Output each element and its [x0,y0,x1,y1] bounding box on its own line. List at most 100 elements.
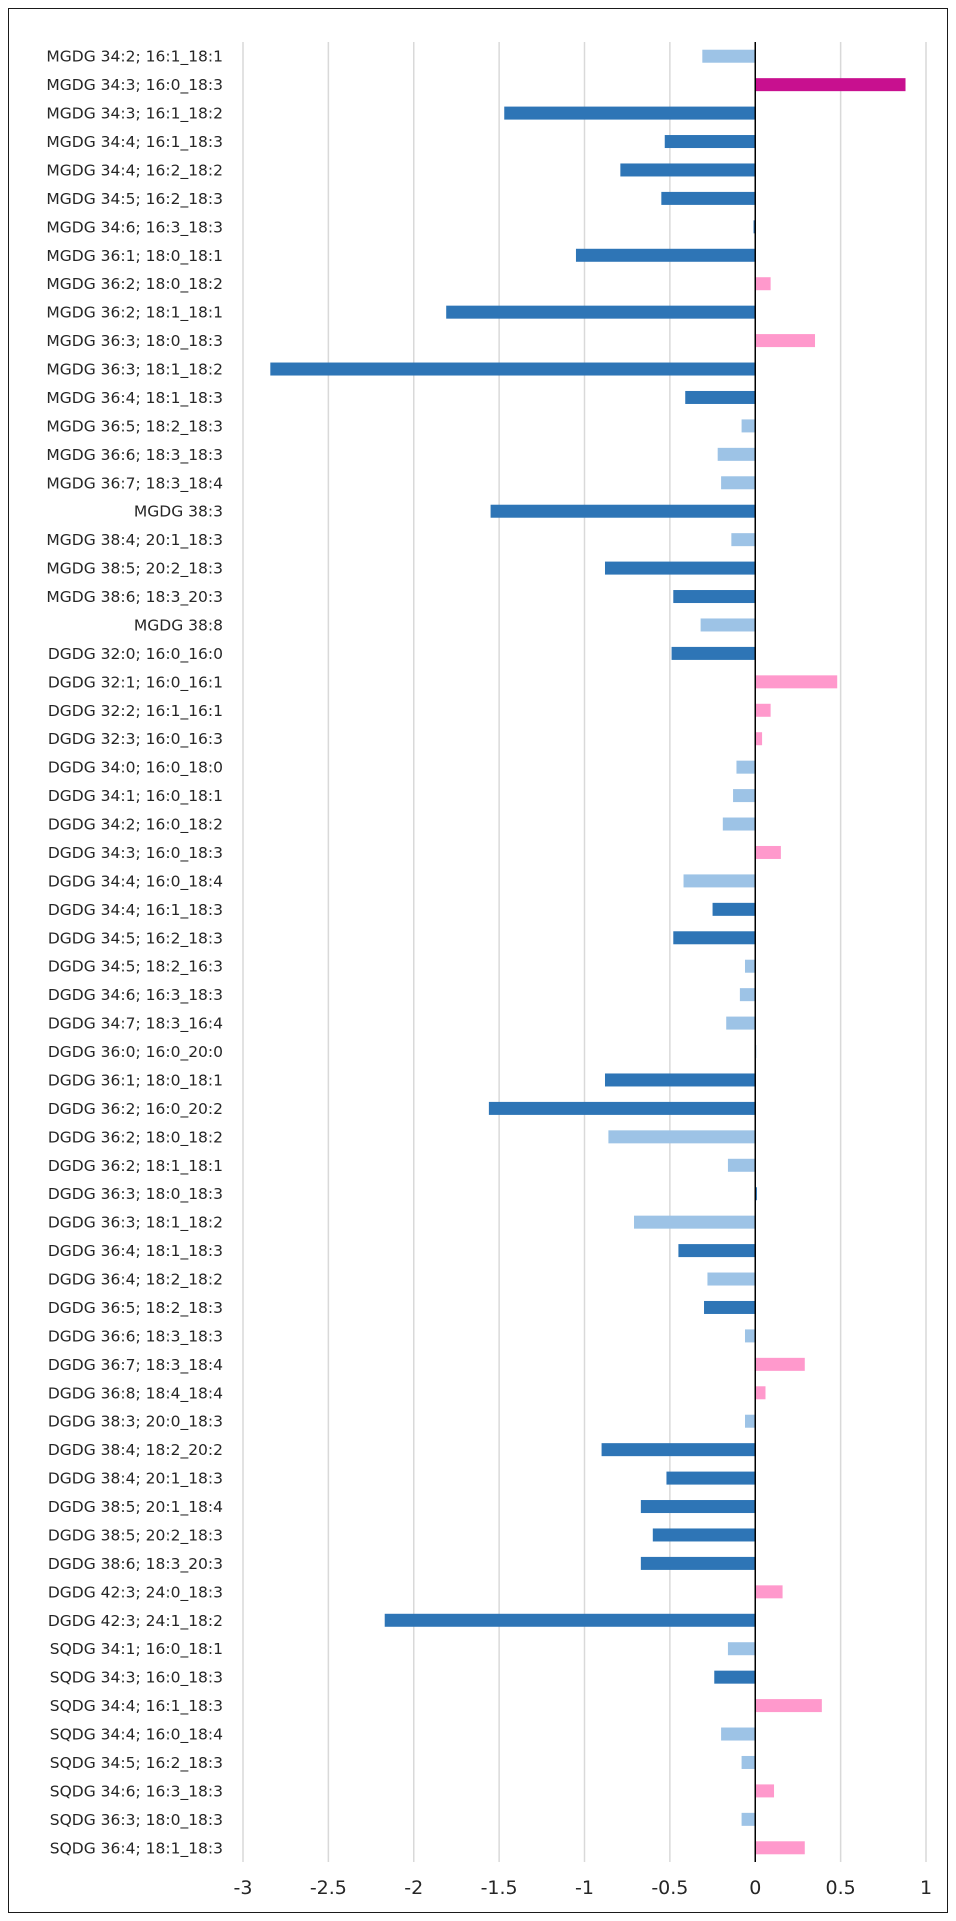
bar [755,703,771,717]
bar [652,1528,756,1542]
x-tick-label: 0.5 [826,1877,856,1899]
bar [722,817,756,831]
category-label: DGDG 38:4; 18:2_20:2 [48,1441,223,1460]
bar [640,1500,756,1514]
x-tick-label: -2.5 [310,1877,347,1899]
bar [755,334,816,348]
category-label: MGDG 38:3 [134,503,223,521]
bar [608,1130,756,1144]
category-label: MGDG 38:5; 20:2_18:3 [46,560,223,579]
category-label: MGDG 36:5; 18:2_18:3 [46,417,223,436]
category-label: DGDG 42:3; 24:0_18:3 [48,1583,223,1602]
category-label: MGDG 36:7; 18:3_18:4 [46,474,223,493]
bar [731,533,756,547]
bar [707,1272,756,1286]
category-label: MGDG 34:4; 16:2_18:2 [46,161,223,180]
category-label: DGDG 36:2; 18:1_18:1 [48,1157,223,1176]
category-label: DGDG 32:1; 16:0_16:1 [48,673,223,692]
bar [270,362,756,376]
category-label: DGDG 38:6; 18:3_20:3 [48,1555,223,1574]
category-label: DGDG 36:7; 18:3_18:4 [48,1356,223,1375]
bar [727,1642,756,1656]
x-tick-label: -1.5 [481,1877,518,1899]
category-label: SQDG 34:4; 16:1_18:3 [50,1697,223,1716]
bar [634,1215,756,1229]
category-label: MGDG 36:4; 18:1_18:3 [46,389,223,408]
category-label: DGDG 36:0; 16:0_20:0 [48,1043,223,1062]
category-label: MGDG 36:2; 18:1_18:1 [46,304,223,323]
bar [741,419,756,433]
bar [702,49,756,63]
category-label: DGDG 36:1; 18:0_18:1 [48,1071,223,1090]
category-label: DGDG 34:7; 18:3_16:4 [48,1015,223,1034]
category-label: DGDG 34:2; 16:0_18:2 [48,816,223,835]
bar [745,1414,756,1428]
x-tick-label: 1 [920,1877,932,1899]
category-label: DGDG 36:2; 16:0_20:2 [48,1100,223,1119]
bar [488,1101,756,1115]
bar [620,163,756,177]
category-label: SQDG 34:3; 16:0_18:3 [50,1669,223,1688]
category-label: MGDG 34:3; 16:0_18:3 [46,76,223,95]
bar [741,1755,756,1769]
bar [661,191,756,205]
bar [755,1187,757,1201]
bar [604,561,756,575]
x-tick-label: -2 [404,1877,423,1899]
bar [753,220,756,234]
bar [714,1670,756,1684]
category-label: DGDG 36:5; 18:2_18:3 [48,1299,223,1318]
bar [755,675,838,689]
category-labels: MGDG 34:2; 16:1_18:1 MGDG 34:3; 16:0_18:3… [46,48,223,1859]
category-label: MGDG 36:2; 18:0_18:2 [46,275,223,294]
bar [755,78,906,92]
category-label: DGDG 34:6; 16:3_18:3 [48,986,223,1005]
bar [755,1784,775,1798]
category-label: MGDG 34:6; 16:3_18:3 [46,218,223,237]
gridlines [242,42,927,1862]
bar [604,1073,756,1087]
category-label: DGDG 32:0; 16:0_16:0 [48,645,223,664]
bar [671,646,756,660]
bar [721,476,756,490]
bar [575,248,756,262]
category-label: MGDG 36:1; 18:0_18:1 [46,247,223,266]
category-label: MGDG 34:4; 16:1_18:3 [46,133,223,152]
category-label: DGDG 36:8; 18:4_18:4 [48,1384,223,1403]
category-label: DGDG 36:2; 18:0_18:2 [48,1128,223,1147]
category-label: MGDG 36:3; 18:0_18:3 [46,332,223,351]
bar [755,1699,822,1713]
category-label: DGDG 38:5; 20:1_18:4 [48,1498,223,1517]
bar [384,1613,756,1627]
category-label: DGDG 34:3; 16:0_18:3 [48,844,223,863]
bar [673,590,756,604]
bar [640,1556,756,1570]
category-label: DGDG 34:4; 16:0_18:4 [48,872,223,891]
bar [736,760,756,774]
category-label: DGDG 34:1; 16:0_18:1 [48,787,223,806]
bar [673,931,756,945]
category-label: SQDG 34:4; 16:0_18:4 [50,1726,223,1745]
category-label: DGDG 38:4; 20:1_18:3 [48,1470,223,1489]
x-tick-label: 0 [749,1877,761,1899]
category-label: MGDG 34:3; 16:1_18:2 [46,105,223,124]
bar [504,106,756,120]
category-label: DGDG 34:0; 16:0_18:0 [48,759,223,778]
bar [755,732,763,746]
category-label: MGDG 34:2; 16:1_18:1 [46,48,223,67]
bar [755,1357,805,1371]
bar [704,1300,756,1314]
category-label: SQDG 34:5; 16:2_18:3 [50,1754,223,1773]
category-label: MGDG 34:5; 16:2_18:3 [46,190,223,209]
bar [490,504,756,518]
bar [755,845,781,859]
category-label: DGDG 38:3; 20:0_18:3 [48,1413,223,1432]
category-label: MGDG 38:8 [134,616,223,634]
bar [739,988,756,1002]
x-axis-tick-labels: -3 -2.5 -2 -1.5 -1 -0.5 0 0.5 1 [234,1877,933,1899]
bar [755,1841,805,1855]
category-label: SQDG 36:4; 18:1_18:3 [50,1839,223,1858]
bars [270,49,906,1855]
category-label: DGDG 38:5; 20:2_18:3 [48,1526,223,1545]
category-label: DGDG 36:6; 18:3_18:3 [48,1327,223,1346]
